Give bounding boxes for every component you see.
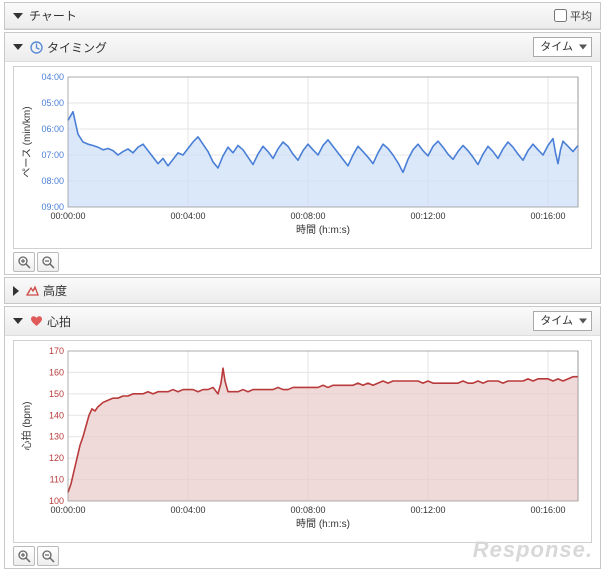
svg-text:170: 170 bbox=[49, 346, 64, 356]
zoom-in-button[interactable] bbox=[13, 252, 35, 272]
avg-checkbox-label: 平均 bbox=[570, 8, 592, 24]
elevation-title: 高度 bbox=[43, 282, 67, 299]
timing-dropdown[interactable]: タイム bbox=[533, 37, 592, 57]
hr-zoom-toolbar bbox=[13, 546, 592, 566]
svg-text:ペース (min/km): ペース (min/km) bbox=[22, 106, 33, 177]
clock-icon bbox=[29, 40, 43, 54]
elevation-header[interactable]: 高度 bbox=[5, 278, 600, 303]
zoom-out-button[interactable] bbox=[37, 252, 59, 272]
svg-text:00:08:00: 00:08:00 bbox=[290, 211, 325, 221]
heartrate-header[interactable]: 心拍 タイム bbox=[5, 307, 600, 336]
svg-text:05:00: 05:00 bbox=[41, 98, 64, 108]
svg-text:130: 130 bbox=[49, 432, 64, 442]
zoom-out-button[interactable] bbox=[37, 546, 59, 566]
disclosure-icon[interactable] bbox=[13, 318, 23, 324]
svg-text:00:04:00: 00:04:00 bbox=[170, 211, 205, 221]
elevation-icon bbox=[25, 284, 39, 298]
svg-text:160: 160 bbox=[49, 367, 64, 377]
heartrate-title: 心拍 bbox=[47, 313, 71, 330]
heartrate-chart: 10011012013014015016017000:00:0000:04:00… bbox=[18, 345, 586, 535]
chart-main-header: チャート 平均 bbox=[5, 3, 600, 29]
svg-text:00:12:00: 00:12:00 bbox=[410, 211, 445, 221]
svg-text:00:00:00: 00:00:00 bbox=[50, 211, 85, 221]
timing-zoom-toolbar bbox=[13, 252, 592, 272]
disclosure-icon[interactable] bbox=[13, 44, 23, 50]
timing-header[interactable]: タイミング タイム bbox=[5, 33, 600, 62]
svg-text:00:16:00: 00:16:00 bbox=[530, 505, 565, 515]
chart-main-panel: チャート 平均 bbox=[4, 2, 601, 30]
hr-dropdown[interactable]: タイム bbox=[533, 311, 592, 331]
svg-text:07:00: 07:00 bbox=[41, 150, 64, 160]
svg-text:06:00: 06:00 bbox=[41, 124, 64, 134]
timing-chart: 04:0005:0006:0007:0008:0009:0000:00:0000… bbox=[18, 71, 586, 241]
elevation-panel: 高度 bbox=[4, 277, 601, 304]
chart-main-title: チャート bbox=[29, 7, 77, 24]
disclosure-icon[interactable] bbox=[13, 286, 19, 296]
timing-chart-body: 04:0005:0006:0007:0008:0009:0000:00:0000… bbox=[5, 62, 600, 274]
svg-text:08:00: 08:00 bbox=[41, 176, 64, 186]
svg-text:00:00:00: 00:00:00 bbox=[50, 505, 85, 515]
svg-text:110: 110 bbox=[50, 475, 64, 485]
avg-checkbox[interactable] bbox=[554, 9, 567, 22]
svg-text:時間 (h:m:s): 時間 (h:m:s) bbox=[296, 224, 350, 236]
zoom-in-button[interactable] bbox=[13, 546, 35, 566]
timing-chart-wrap: 04:0005:0006:0007:0008:0009:0000:00:0000… bbox=[13, 66, 592, 249]
heart-icon bbox=[29, 314, 43, 328]
hr-chart-wrap: 10011012013014015016017000:00:0000:04:00… bbox=[13, 340, 592, 543]
timing-title: タイミング bbox=[47, 39, 107, 56]
svg-text:心拍 (bpm): 心拍 (bpm) bbox=[20, 402, 33, 451]
svg-text:140: 140 bbox=[49, 410, 64, 420]
hr-chart-body: 10011012013014015016017000:00:0000:04:00… bbox=[5, 336, 600, 568]
svg-text:00:12:00: 00:12:00 bbox=[410, 505, 445, 515]
svg-text:120: 120 bbox=[49, 453, 64, 463]
hr-dropdown-value: タイム bbox=[540, 315, 573, 327]
svg-text:150: 150 bbox=[49, 389, 64, 399]
avg-checkbox-wrap[interactable]: 平均 bbox=[554, 8, 592, 24]
svg-text:00:04:00: 00:04:00 bbox=[170, 505, 205, 515]
timing-panel: タイミング タイム 04:0005:0006:0007:0008:0009:00… bbox=[4, 32, 601, 275]
disclosure-icon[interactable] bbox=[13, 13, 23, 19]
timing-dropdown-value: タイム bbox=[540, 41, 573, 53]
svg-text:04:00: 04:00 bbox=[41, 72, 64, 82]
heartrate-panel: 心拍 タイム 10011012013014015016017000:00:000… bbox=[4, 306, 601, 569]
svg-text:00:16:00: 00:16:00 bbox=[530, 211, 565, 221]
svg-text:00:08:00: 00:08:00 bbox=[290, 505, 325, 515]
svg-text:時間 (h:m:s): 時間 (h:m:s) bbox=[296, 518, 350, 530]
